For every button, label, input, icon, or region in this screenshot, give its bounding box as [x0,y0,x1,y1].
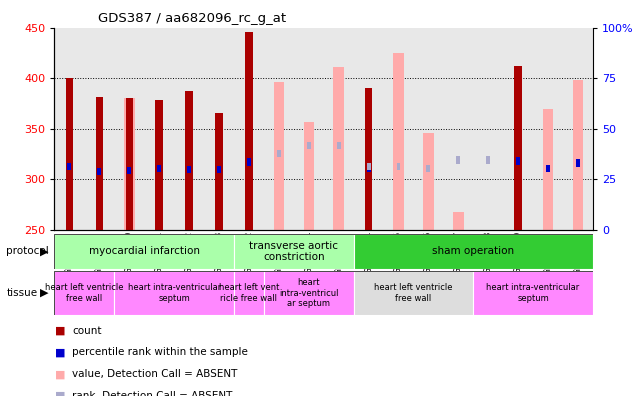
Text: ▶: ▶ [40,246,49,257]
Bar [487,156,490,164]
Text: GDS387 / aa682096_rc_g_at: GDS387 / aa682096_rc_g_at [97,12,286,25]
Bar [54,28,85,230]
Text: rank, Detection Call = ABSENT: rank, Detection Call = ABSENT [72,391,233,396]
Text: heart intra-ventricular
septum: heart intra-ventricular septum [128,284,221,303]
Bar [367,165,370,171]
Bar [67,162,71,169]
Bar [97,168,101,175]
Bar [126,98,133,230]
Bar [264,271,354,315]
Bar [456,156,460,164]
Bar [128,167,131,173]
Bar [294,28,324,230]
Bar [157,165,161,171]
Text: ■: ■ [54,347,65,358]
Bar [473,271,593,315]
Bar [187,166,191,173]
Bar [573,80,583,230]
Bar [85,28,114,230]
Bar [576,160,580,167]
Text: tissue: tissue [6,288,38,298]
Bar [245,32,253,230]
Bar [114,271,234,315]
Bar [543,109,553,230]
Bar [367,162,370,169]
Bar [304,122,314,230]
Bar [354,234,593,269]
Bar [423,133,433,230]
Bar [503,28,533,230]
Bar [234,28,264,230]
Bar [533,28,563,230]
Bar [66,78,73,230]
Bar [365,88,372,230]
Bar [354,271,473,315]
Text: value, Detection Call = ABSENT: value, Detection Call = ABSENT [72,369,238,379]
Text: heart left vent
ricle free wall: heart left vent ricle free wall [219,284,279,303]
Bar [563,28,593,230]
Text: count: count [72,326,102,336]
Text: ▶: ▶ [40,288,49,298]
Bar [333,67,344,230]
Text: myocardial infarction: myocardial infarction [88,246,200,257]
Text: percentile rank within the sample: percentile rank within the sample [72,347,248,358]
Text: protocol: protocol [6,246,49,257]
Bar [426,165,430,171]
Bar [204,28,234,230]
Text: transverse aortic
constriction: transverse aortic constriction [249,241,338,262]
Text: ■: ■ [54,326,65,336]
Text: heart left ventricle
free wall: heart left ventricle free wall [45,284,124,303]
Text: heart intra-ventricular
septum: heart intra-ventricular septum [487,284,579,303]
Bar [337,142,340,149]
Bar [217,166,221,173]
Text: heart
intra-ventricul
ar septum: heart intra-ventricul ar septum [279,278,338,308]
Bar [215,112,223,230]
Bar [54,271,114,315]
Bar [307,142,311,149]
Bar [96,97,103,230]
Bar [155,101,163,230]
Bar [185,91,193,230]
Text: heart left ventricle
free wall: heart left ventricle free wall [374,284,453,303]
Bar [546,165,550,171]
Bar [413,28,444,230]
Bar [324,28,354,230]
Bar [473,28,503,230]
Bar [247,158,251,166]
Bar [144,28,174,230]
Bar [393,53,404,230]
Bar [274,82,284,230]
Bar [277,150,281,158]
Bar [453,211,463,230]
Bar [174,28,204,230]
Bar [264,28,294,230]
Bar [234,271,264,315]
Bar [444,28,473,230]
Bar [515,66,522,230]
Bar [114,28,144,230]
Bar [516,158,520,165]
Bar [124,98,135,230]
Text: ■: ■ [54,391,65,396]
Bar [383,28,413,230]
Bar [54,234,234,269]
Bar [397,162,401,169]
Text: sham operation: sham operation [432,246,514,257]
Bar [234,234,354,269]
Text: ■: ■ [54,369,65,379]
Bar [354,28,383,230]
